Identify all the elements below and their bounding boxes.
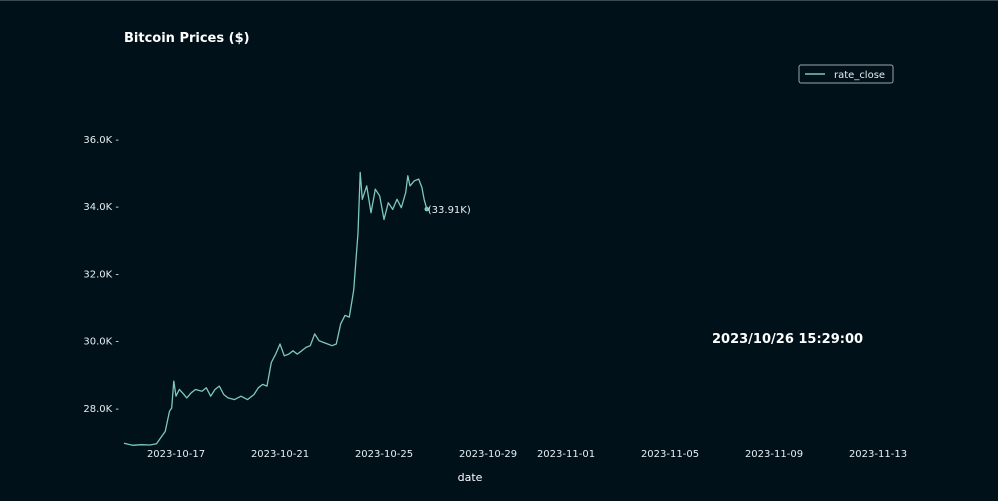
x-tick-label: 2023-11-05 [641, 449, 699, 460]
series-line-rate-close [123, 171, 428, 446]
last-value-annotation: (33.91K) [428, 205, 471, 216]
x-tick-label: 2023-10-17 [147, 449, 205, 460]
legend-label-rate-close: rate_close [834, 70, 885, 81]
x-axis-label: date [458, 471, 483, 484]
timestamp-annotation: 2023/10/26 15:29:00 [712, 332, 863, 347]
x-tick-label: 2023-10-29 [459, 449, 517, 460]
y-tick-label: 34.0K - [83, 202, 119, 213]
x-tick-label: 2023-11-13 [849, 449, 907, 460]
last-point-marker [424, 206, 430, 212]
chart-title: Bitcoin Prices ($) [124, 31, 250, 46]
y-tick-label: 32.0K - [83, 269, 119, 280]
y-tick-label: 28.0K - [83, 404, 119, 415]
x-tick-label: 2023-11-09 [745, 449, 803, 460]
y-axis: 28.0K - 30.0K - 32.0K - 34.0K - 36.0K - [83, 135, 119, 415]
top-border [0, 0, 998, 1]
x-tick-label: 2023-10-21 [251, 449, 309, 460]
x-tick-label: 2023-11-01 [537, 449, 595, 460]
y-tick-label: 30.0K - [83, 337, 119, 348]
y-tick-label: 36.0K - [83, 135, 119, 146]
x-tick-label: 2023-10-25 [355, 449, 413, 460]
x-axis: 2023-10-17 2023-10-21 2023-10-25 2023-10-29… [147, 449, 907, 460]
chart-legend: rate_close [798, 64, 894, 84]
legend-box [798, 64, 894, 84]
